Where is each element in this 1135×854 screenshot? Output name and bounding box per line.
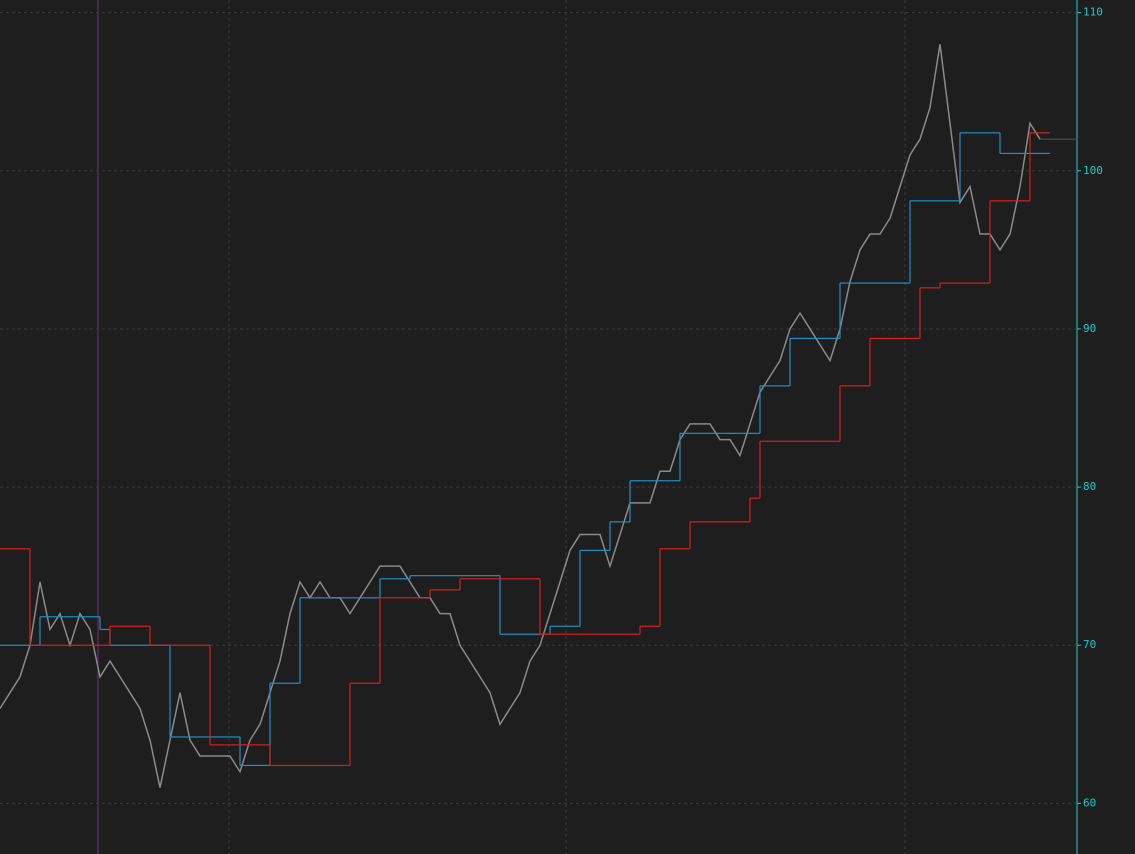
y-tick-label: 70 (1083, 638, 1096, 651)
y-tick-label: 90 (1083, 322, 1096, 335)
y-tick-label: 100 (1083, 164, 1103, 177)
y-tick-label: 110 (1083, 6, 1103, 19)
y-tick-label: 80 (1083, 480, 1096, 493)
y-tick-label: 60 (1083, 796, 1096, 809)
price-line (0, 44, 1041, 788)
